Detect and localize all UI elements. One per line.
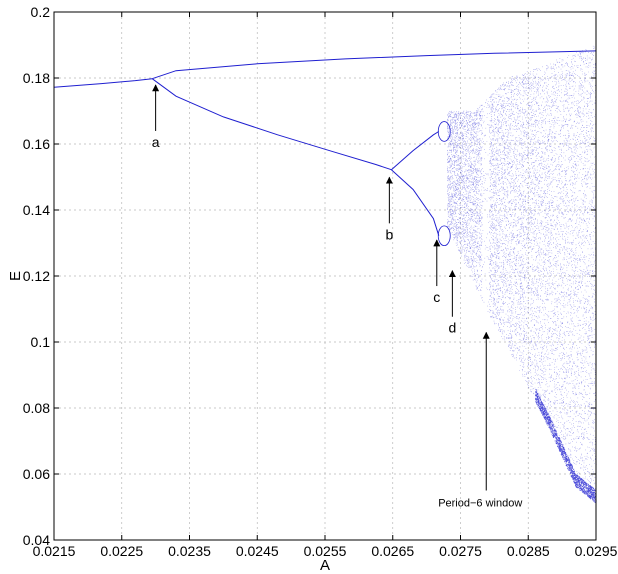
- annotation-label: Period−6 window: [438, 497, 522, 509]
- x-tick-label: 0.0225: [100, 543, 143, 559]
- annotation-label: a: [152, 134, 160, 150]
- x-tick-label: 0.0265: [371, 543, 414, 559]
- x-tick-label: 0.0245: [236, 543, 279, 559]
- y-axis-label: E: [7, 271, 24, 281]
- bifurcation-branches: [53, 50, 597, 247]
- y-tick-label: 0.14: [23, 202, 50, 218]
- branch-period1: [53, 78, 153, 88]
- x-tick-label: 0.0235: [168, 543, 211, 559]
- x-tick-label: 0.0285: [507, 543, 550, 559]
- grid-lines: [53, 11, 597, 541]
- annotation-label: b: [385, 226, 393, 242]
- period-doubling-loop: [437, 225, 451, 247]
- x-tick-label: 0.0255: [304, 543, 347, 559]
- plot-frame: [53, 11, 597, 541]
- period-doubling-loop: [437, 121, 451, 142]
- branch-p4_upper_lower: [391, 169, 440, 236]
- x-axis-label: A: [320, 557, 330, 574]
- branch-lower: [151, 78, 392, 171]
- branch-p4_upper_upper: [391, 131, 440, 171]
- y-tick-label: 0.08: [23, 400, 50, 416]
- chaotic-region: [447, 45, 597, 504]
- annotation-label: c: [433, 289, 440, 305]
- y-tick-label: 0.12: [23, 268, 50, 284]
- y-tick-label: 0.06: [23, 466, 50, 482]
- y-tick-label: 0.1: [31, 334, 51, 350]
- chaos-dots: [447, 45, 597, 498]
- y-tick-label: 0.2: [31, 4, 51, 20]
- chaos-edge: [535, 389, 597, 504]
- y-tick-labels: 0.04 0.06 0.08 0.1 0.12 0.14 0.16 0.18 0.2: [23, 4, 50, 548]
- x-tick-label: 0.0215: [33, 543, 76, 559]
- x-tick-labels: 0.0215 0.0225 0.0235 0.0245 0.0255 0.0265 0.02…: [33, 543, 618, 559]
- y-tick-label: 0.04: [23, 532, 50, 548]
- x-tick-label: 0.0295: [575, 543, 618, 559]
- y-tick-label: 0.18: [23, 70, 50, 86]
- annotations: a b cd Period−6 window: [152, 84, 522, 509]
- annotation-label: d: [448, 320, 456, 336]
- branch-upper: [152, 50, 597, 80]
- x-tick-label: 0.0275: [439, 543, 482, 559]
- y-tick-label: 0.16: [23, 136, 50, 152]
